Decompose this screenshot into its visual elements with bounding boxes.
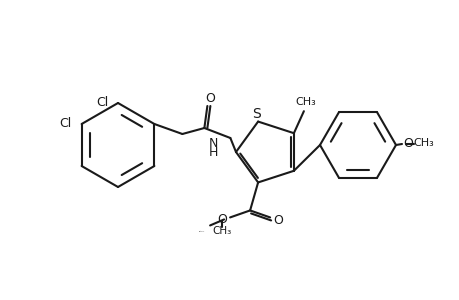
Text: O: O bbox=[402, 136, 412, 149]
Text: O: O bbox=[217, 213, 227, 226]
Text: CH₃: CH₃ bbox=[295, 97, 316, 107]
Text: Cl: Cl bbox=[59, 116, 72, 130]
Text: CH₃: CH₃ bbox=[212, 226, 231, 236]
Text: CH₃: CH₃ bbox=[413, 138, 433, 148]
Text: O: O bbox=[273, 214, 282, 227]
Text: Cl: Cl bbox=[95, 95, 108, 109]
Text: methoxy: methoxy bbox=[199, 231, 205, 232]
Text: O: O bbox=[205, 92, 215, 104]
Text: S: S bbox=[251, 106, 260, 121]
Text: N: N bbox=[208, 136, 218, 149]
Text: H: H bbox=[208, 146, 218, 158]
